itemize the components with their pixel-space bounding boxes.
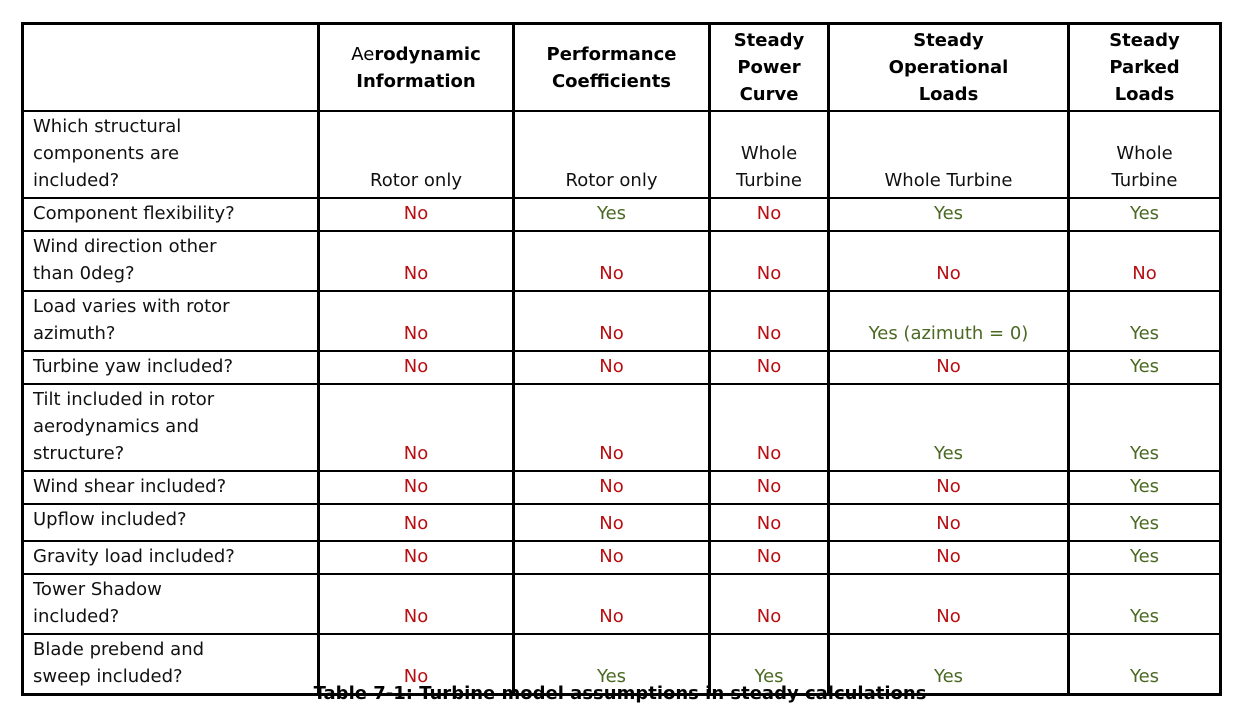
cell-value: Yes <box>1067 633 1222 696</box>
row-label: Turbine yaw included? <box>21 350 320 385</box>
cell-value: No <box>827 573 1070 635</box>
cell-value: No <box>827 350 1070 385</box>
cell-value: Yes <box>1067 383 1222 472</box>
cell-value: No <box>512 573 711 635</box>
cell-value: No <box>512 470 711 505</box>
cell-value: No <box>317 470 515 505</box>
cell-value: No <box>708 573 830 635</box>
table-row: Wind direction other than 0deg? No No No No N… <box>21 230 1222 292</box>
cell-value: Whole Turbine <box>1067 110 1222 199</box>
cell-value: Whole Turbine <box>827 110 1070 199</box>
row-label: Gravity load included? <box>21 540 320 575</box>
cell-value: Yes <box>827 197 1070 232</box>
row-label: Component flexibility? <box>21 197 320 232</box>
cell-value: No <box>708 503 830 542</box>
table-caption: Table 7-1: Turbine model assumptions in … <box>313 683 927 704</box>
row-label: Tower Shadow included? <box>21 573 320 635</box>
cell-value: Yes <box>1067 197 1222 232</box>
cell-value: No <box>827 503 1070 542</box>
row-label: Which structural components are included… <box>21 110 320 199</box>
table-row: Component flexibility? No Yes No Yes Yes <box>21 197 1222 232</box>
row-label: Blade prebend and sweep included? <box>21 633 320 696</box>
table-row: Upflow included? No No No No Yes <box>21 503 1222 542</box>
cell-value: Yes <box>512 633 711 696</box>
cell-value: No <box>708 470 830 505</box>
cell-value: Rotor only <box>512 110 711 199</box>
cell-value: No <box>708 540 830 575</box>
table-header: Aerodynamic Information Performance Coeff… <box>21 22 1222 112</box>
cell-value: No <box>708 197 830 232</box>
cell-value: Rotor only <box>317 110 515 199</box>
cell-value: No <box>512 503 711 542</box>
corner-header-cell <box>21 22 320 112</box>
cell-value: Yes <box>1067 503 1222 542</box>
cell-value: No <box>512 350 711 385</box>
row-label: Upflow included? <box>21 503 320 542</box>
cell-value: Yes <box>512 197 711 232</box>
assumptions-table: Aerodynamic Information Performance Coeff… <box>21 22 1222 696</box>
cell-value: No <box>512 290 711 352</box>
cell-value: No <box>512 230 711 292</box>
cell-value: No <box>317 350 515 385</box>
header-light-prefix: Ae <box>351 43 375 65</box>
table-row: Wind shear included? No No No No Yes <box>21 470 1222 505</box>
cell-value: No <box>708 230 830 292</box>
row-label: Load varies with rotor azimuth? <box>21 290 320 352</box>
row-label: Wind direction other than 0deg? <box>21 230 320 292</box>
cell-value: No <box>827 230 1070 292</box>
cell-value: No <box>317 383 515 472</box>
column-header: Steady Operational Loads <box>827 22 1070 112</box>
row-label: Wind shear included? <box>21 470 320 505</box>
cell-value: Yes <box>1067 290 1222 352</box>
cell-value: No <box>317 197 515 232</box>
row-label: Tilt included in rotor aerodynamics and … <box>21 383 320 472</box>
cell-value: No <box>317 573 515 635</box>
cell-value: Yes (azimuth = 0) <box>827 290 1070 352</box>
cell-value: No <box>317 290 515 352</box>
cell-value: No <box>512 540 711 575</box>
cell-value: Yes <box>708 633 830 696</box>
column-header: Steady Power Curve <box>708 22 830 112</box>
cell-value: Yes <box>1067 470 1222 505</box>
table-row: Tower Shadow included? No No No No Yes <box>21 573 1222 635</box>
cell-value: No <box>827 470 1070 505</box>
cell-value: Yes <box>1067 350 1222 385</box>
cell-value: No <box>708 350 830 385</box>
table-row: Turbine yaw included? No No No No Yes <box>21 350 1222 385</box>
table-row: Which structural components are included… <box>21 110 1222 199</box>
cell-value: No <box>708 290 830 352</box>
cell-value: No <box>317 503 515 542</box>
table-row: Load varies with rotor azimuth? No No No Yes… <box>21 290 1222 352</box>
cell-value: Yes <box>827 383 1070 472</box>
table-body: Which structural components are included… <box>21 110 1222 696</box>
cell-value: Yes <box>1067 540 1222 575</box>
cell-value: No <box>317 540 515 575</box>
cell-value: No <box>317 230 515 292</box>
cell-value: No <box>512 383 711 472</box>
table-row: Tilt included in rotor aerodynamics and … <box>21 383 1222 472</box>
column-header: Steady Parked Loads <box>1067 22 1222 112</box>
cell-value: Yes <box>1067 573 1222 635</box>
cell-value: Whole Turbine <box>708 110 830 199</box>
column-header: Performance Coefficients <box>512 22 711 112</box>
cell-value: Yes <box>827 633 1070 696</box>
cell-value: No <box>1067 230 1222 292</box>
cell-value: No <box>827 540 1070 575</box>
header-row: Aerodynamic Information Performance Coeff… <box>21 22 1222 112</box>
column-header: Aerodynamic Information <box>317 22 515 112</box>
cell-value: No <box>317 633 515 696</box>
cell-value: No <box>708 383 830 472</box>
table-row: Blade prebend and sweep included? No Yes Ye… <box>21 633 1222 696</box>
table-row: Gravity load included? No No No No Yes <box>21 540 1222 575</box>
